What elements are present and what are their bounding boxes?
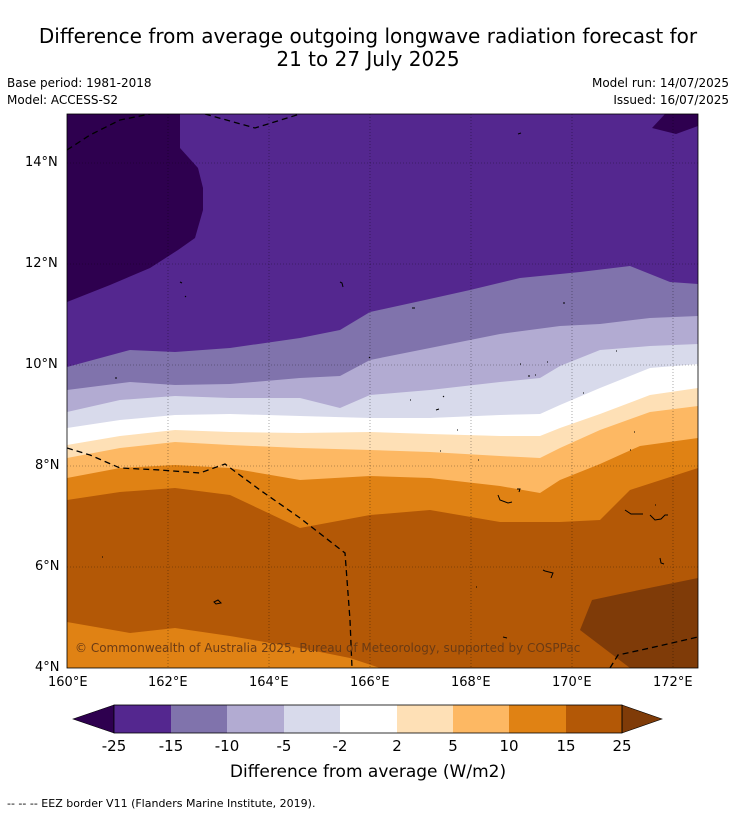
contour-fill [67,114,698,668]
eez-legend-note: -- -- -- EEZ border V11 (Flanders Marine… [7,797,316,810]
colorbar-label-15: 15 [556,737,576,755]
lon-label-170e: 170°E [552,675,592,690]
lon-label-168e: 168°E [451,675,491,690]
colorbar-label-minus15: -15 [158,737,184,755]
band-10-15-south [67,622,380,668]
colorbar-frame [113,704,623,734]
colorbar-bin-9 [566,705,622,733]
issued-date: Issued: 16/07/2025 [613,93,729,107]
lat-label-10n: 10°N [25,357,58,372]
band-below-minus25-west [67,114,203,302]
lon-label-166e: 166°E [350,675,390,690]
eez-borders [67,114,698,668]
colorbar-under-extension [72,704,115,734]
colorbar-bin-8 [509,705,566,733]
colorbar [72,704,663,734]
band-minus25-minus15 [67,114,698,367]
colorbar-label-2: 2 [392,737,402,755]
title-line-2: 21 to 27 July 2025 [276,47,460,71]
lat-label-12n: 12°N [25,256,58,271]
gridlines [67,114,698,668]
islands [102,132,668,639]
colorbar-bin-4 [284,705,340,733]
lon-label-160e: 160°E [48,675,88,690]
colorbar-bin-7 [453,705,509,733]
colorbar-label-5: 5 [448,737,458,755]
colorbar-label-10: 10 [499,737,519,755]
band-above-25 [580,578,698,668]
lat-label-14n: 14°N [25,155,58,170]
colorbar-label-25: 25 [612,737,632,755]
colorbar-title: Difference from average (W/m2) [229,762,507,782]
colorbar-label-minus5: -5 [276,737,292,755]
colorbar-label-minus10: -10 [214,737,240,755]
colorbar-label-minus2: -2 [332,737,348,755]
colorbar-bin-6 [397,705,453,733]
colorbar-bin-1 [114,705,171,733]
map-frame [66,113,699,669]
title-line-1: Difference from average outgoing longwav… [38,24,698,48]
lat-label-8n: 8°N [35,458,60,473]
lat-label-4n: 4°N [35,660,60,675]
lat-label-6n: 6°N [35,559,60,574]
colorbar-over-extension [621,704,663,734]
colorbar-bin-5 [340,705,397,733]
copyright-notice: © Commonwealth of Australia 2025, Bureau… [75,641,581,655]
base-period: Base period: 1981-2018 [7,76,152,90]
lon-label-172e: 172°E [653,675,693,690]
model-run: Model run: 14/07/2025 [591,76,729,90]
colorbar-bin-2 [171,705,227,733]
model-name: Model: ACCESS-S2 [7,93,119,107]
colorbar-label-minus25: -25 [101,737,127,755]
colorbar-bin-3 [227,705,284,733]
lon-label-162e: 162°E [148,675,188,690]
band-below-minus25-northeast [652,114,698,134]
lon-label-164e: 164°E [249,675,289,690]
